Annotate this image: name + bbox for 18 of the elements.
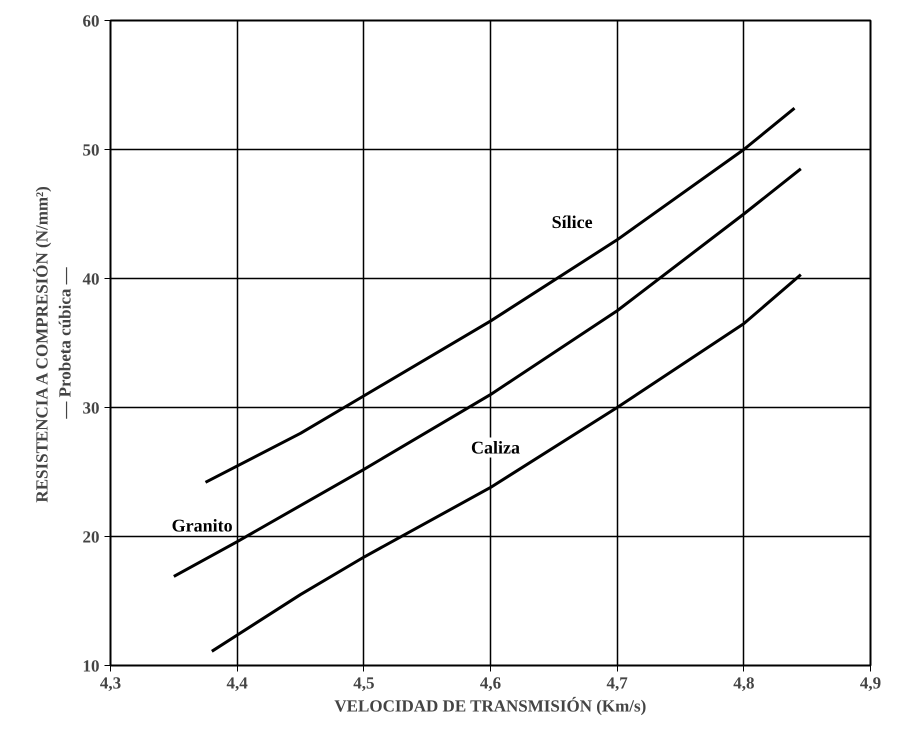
y-tick-label: 60: [82, 12, 100, 30]
series-label: Granito: [172, 516, 233, 536]
series-label: Sílice: [552, 212, 593, 232]
x-tick-label: 4,6: [480, 674, 502, 692]
series-label: Caliza: [471, 437, 520, 458]
x-tick-label: 4,4: [226, 674, 248, 692]
y-tick-label: 40: [82, 270, 100, 288]
x-axis-title: VELOCIDAD DE TRANSMISIÓN (Km/s): [334, 696, 646, 716]
y-tick-label: 20: [82, 528, 100, 546]
x-tick-label: 4,8: [733, 674, 754, 692]
x-tick-label: 4,5: [353, 674, 374, 692]
x-tick-label: 4,7: [606, 674, 628, 692]
y-axis-title: RESISTENCIA A COMPRESIÓN (N/mm²) — Probeta cúbica —: [32, 186, 74, 503]
x-tick-label: 4,9: [860, 674, 882, 692]
y-tick-label: 10: [82, 656, 100, 676]
y-tick-label: 50: [82, 140, 100, 160]
y-tick-label: 30: [82, 398, 100, 418]
x-tick-label: 4,3: [100, 674, 122, 692]
